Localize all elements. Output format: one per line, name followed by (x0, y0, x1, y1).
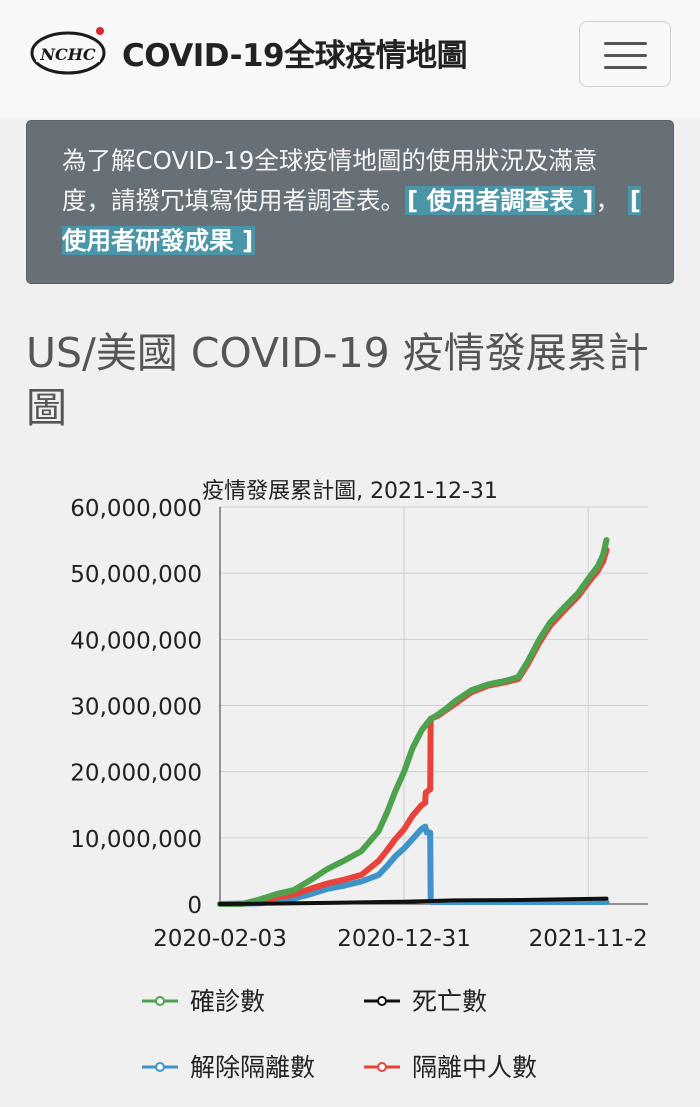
legend-swatch-marker (155, 1062, 165, 1072)
series-line-4 (217, 547, 610, 907)
y-tick-label: 40,000,000 (70, 628, 202, 654)
cumulative-chart: 疫情發展累計圖, 2021-12-31 0 10,000,000 20,000,00… (70, 479, 648, 1082)
legend-label: 隔離中人數 (412, 1053, 537, 1082)
legend-label: 死亡數 (412, 987, 487, 1016)
y-tick-label: 10,000,000 (70, 827, 202, 853)
x-tick-label: 2020-12-31 (337, 926, 471, 952)
y-tick-label: 50,000,000 (70, 562, 202, 588)
legend-swatch-marker (155, 996, 165, 1006)
y-tick-label: 60,000,000 (70, 496, 202, 522)
chart-series (217, 537, 610, 907)
survey-link[interactable]: [ 使用者調查表 ] (405, 186, 596, 215)
legend-swatch-marker (377, 996, 387, 1006)
series-line-2 (218, 896, 609, 906)
legend-label: 確診數 (190, 987, 265, 1016)
hamburger-icon-bar (604, 66, 647, 69)
chart-grid (219, 506, 648, 905)
chart-title: 疫情發展累計圖, 2021-12-31 (202, 479, 498, 504)
legend-swatch-marker (377, 1062, 387, 1072)
menu-toggle-button[interactable] (579, 21, 671, 87)
x-axis-ticks: 2020-02-03 2020-12-31 2021-11-2 (153, 926, 648, 952)
alert-separator: ， (595, 186, 620, 215)
y-axis-ticks: 0 10,000,000 20,000,000 30,000,000 40,000,00… (70, 496, 202, 919)
series-line-1 (217, 537, 610, 907)
y-tick-label: 0 (187, 893, 202, 919)
logo-text: NCHC (39, 45, 95, 64)
nchc-logo[interactable]: NCHC (28, 22, 108, 82)
page-heading: US/美國 COVID-19 疫情發展累計圖 (26, 329, 649, 432)
series-line-3 (217, 823, 610, 907)
y-tick-label: 30,000,000 (70, 695, 202, 721)
survey-alert: 為了解COVID-19全球疫情地圖的使用狀況及滿意度，請撥冗填寫使用者調查表。[… (26, 120, 674, 284)
hamburger-icon-bar (604, 42, 647, 45)
alert-text: 為了解COVID-19全球疫情地圖的使用狀況及滿意度，請撥冗填寫使用者調查表。 (62, 146, 598, 215)
y-tick-label: 20,000,000 (70, 761, 202, 787)
navbar: NCHC COVID-19全球疫情地圖 (0, 0, 700, 118)
legend-label: 解除隔離數 (190, 1053, 315, 1082)
x-tick-label: 2020-02-03 (153, 926, 287, 952)
hamburger-icon-bar (604, 54, 647, 57)
x-tick-label: 2021-11-2 (529, 926, 648, 952)
app-title[interactable]: COVID-19全球疫情地圖 (122, 38, 468, 74)
